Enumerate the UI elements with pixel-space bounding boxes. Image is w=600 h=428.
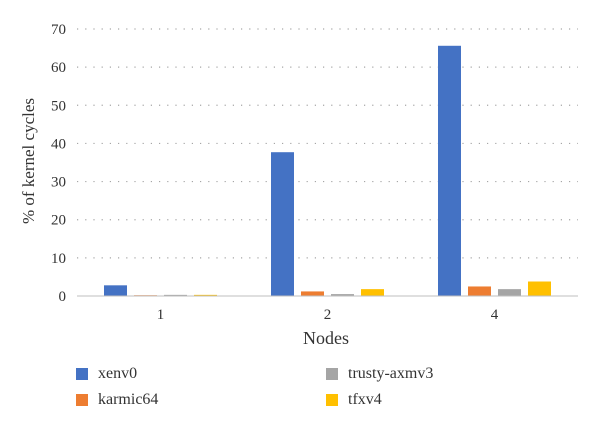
bars <box>104 45 551 297</box>
x-tick-label: 1 <box>157 307 165 323</box>
bar-xenv0-1 <box>104 285 127 296</box>
y-tick-label: 20 <box>51 213 66 229</box>
x-tick-label: 2 <box>324 307 332 323</box>
y-tick-label: 10 <box>51 251 66 267</box>
gridlines <box>77 28 578 259</box>
bar-karmic64-2 <box>301 291 324 296</box>
y-tick-label: 50 <box>51 98 66 114</box>
bar-trusty-axmv3-2 <box>331 294 354 296</box>
bar-xenv0-4 <box>438 45 461 297</box>
y-tick-label: 70 <box>51 22 66 38</box>
y-tick-label: 60 <box>51 60 66 76</box>
x-axis-ticks: 1 2 4 <box>157 307 499 323</box>
bar-tfxv4-2 <box>361 289 384 296</box>
bar-karmic64-4 <box>468 286 491 296</box>
bar-trusty-axmv3-1 <box>164 294 187 296</box>
y-tick-label: 0 <box>59 289 67 305</box>
x-axis-label: Nodes <box>303 328 349 348</box>
x-tick-label: 4 <box>491 307 499 323</box>
y-axis-label: % of kernel cycles <box>19 98 38 224</box>
bar-tfxv4-1 <box>194 294 217 296</box>
bar-tfxv4-4 <box>528 281 551 296</box>
bar-xenv0-2 <box>271 152 294 296</box>
y-tick-label: 40 <box>51 136 66 152</box>
y-tick-label: 30 <box>51 175 66 191</box>
y-axis-ticks: 0 10 20 30 40 50 60 70 <box>51 22 66 305</box>
bar-trusty-axmv3-4 <box>498 289 521 296</box>
